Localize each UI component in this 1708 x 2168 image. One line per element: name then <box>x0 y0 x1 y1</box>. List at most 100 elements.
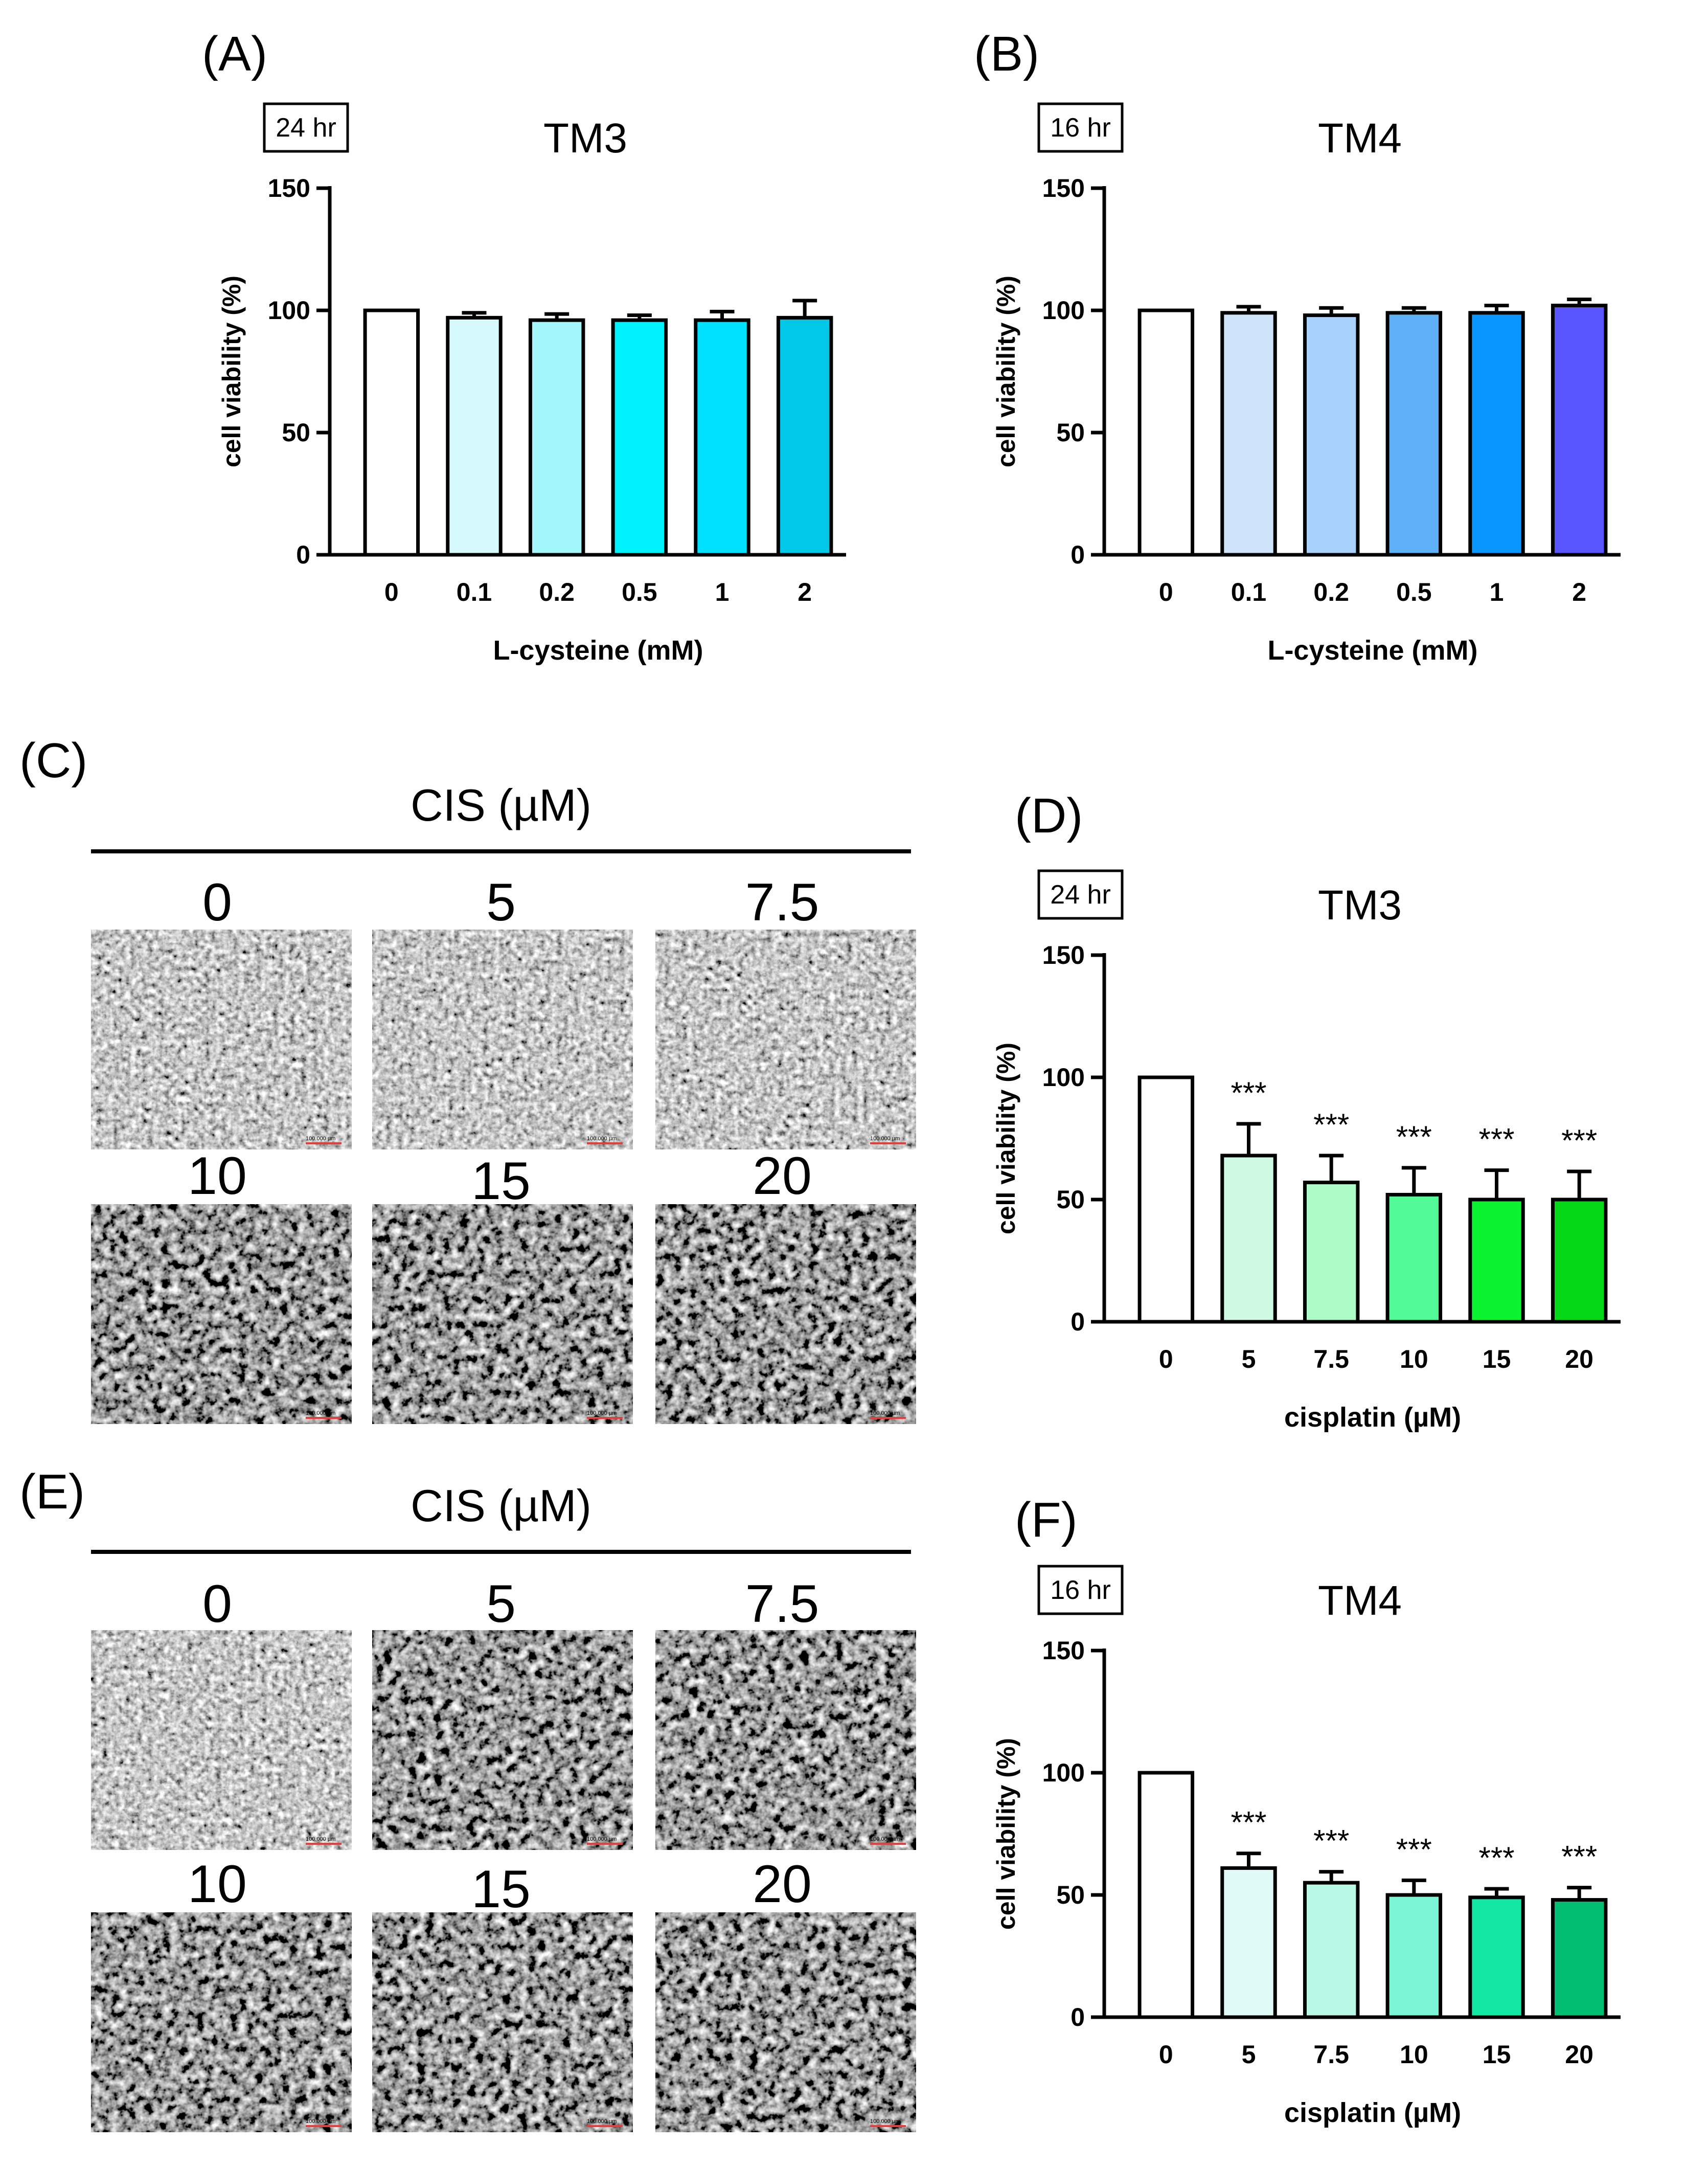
scale-bar-label: 100.000 µm <box>306 2118 335 2125</box>
dose-label: 15 <box>471 1151 531 1211</box>
time-label: 24 hr <box>276 113 336 143</box>
scale-bar-label: 100.000 µm <box>587 1836 617 1842</box>
bar <box>1385 1192 1443 1324</box>
bar <box>1303 313 1360 557</box>
y-tick-label: 100 <box>1042 1758 1085 1787</box>
significance-label: *** <box>1313 1824 1349 1858</box>
micrograph-image <box>372 1630 633 1850</box>
scale-bar-label: 100.000 µm <box>306 1410 335 1416</box>
chart-a-tm3-lcysteine: 0 50 100 150 0 0.1 0.2 0.5 1 2 cell viability (%) L… <box>217 102 846 666</box>
panel-label-a: (A) <box>202 27 267 81</box>
chart-b-tm4-lcysteine: 0 50 100 150 0 0.1 0.2 0.5 1 2 cell viability (%) L… <box>992 102 1621 666</box>
bar <box>1385 1893 1443 2019</box>
x-tick-label: 15 <box>1483 1345 1511 1373</box>
time-label-box <box>1037 869 1124 920</box>
bar <box>1220 1154 1277 1324</box>
dose-label: 5 <box>486 873 516 932</box>
significance-label: *** <box>1231 1805 1266 1840</box>
micrograph-header: CIS (µM) <box>411 780 591 830</box>
micrograph-group-e: CIS (µM) 0 5 7.5 10 15 20 100.000 µm 100… <box>91 1480 916 2132</box>
x-tick-label: 5 <box>1242 2040 1256 2069</box>
scale-bar-label: 100.000 µm <box>870 1836 900 1842</box>
x-tick-label: 20 <box>1565 1345 1593 1373</box>
bar <box>1468 311 1525 557</box>
dose-label: 20 <box>753 1146 812 1206</box>
y-axis-title: cell viability (%) <box>992 1738 1020 1930</box>
bar <box>1220 1866 1277 2019</box>
bar <box>776 315 833 557</box>
scale-bar-label: 100.000 µm <box>587 1136 617 1142</box>
x-tick-label: 0.2 <box>539 578 575 606</box>
y-tick-label: 0 <box>1071 2003 1085 2031</box>
dose-label: 0 <box>202 1574 232 1634</box>
dose-label: 20 <box>753 1855 812 1914</box>
dose-label: 0 <box>202 873 232 932</box>
x-tick-label: 10 <box>1400 2040 1428 2069</box>
bar <box>1137 1075 1195 1324</box>
x-tick-label: 10 <box>1400 1345 1428 1373</box>
micrograph-image <box>372 930 633 1149</box>
scale-bar-label: 100.000 µm <box>870 1410 900 1416</box>
bar <box>694 318 750 557</box>
x-tick-label: 20 <box>1565 2040 1593 2069</box>
time-label-box <box>1037 1565 1124 1615</box>
bar <box>611 318 668 557</box>
dose-label: 7.5 <box>745 873 819 932</box>
x-tick-label: 1 <box>715 578 730 606</box>
time-label-box <box>1037 102 1124 153</box>
dose-label: 5 <box>486 1574 516 1634</box>
scale-bars: 100.000 µm 100.000 µm 100.000 µm 100.000… <box>306 1836 906 2127</box>
bar <box>1385 311 1443 557</box>
bar <box>528 318 585 557</box>
dose-label: 15 <box>471 1860 531 1919</box>
time-label: 24 hr <box>1050 880 1111 910</box>
x-axis-title: cisplatin (µM) <box>1284 1402 1461 1433</box>
bar <box>363 308 420 557</box>
y-tick-label: 150 <box>1042 1636 1085 1665</box>
y-axis-title: cell viability (%) <box>217 276 246 467</box>
micrograph-image <box>655 1204 916 1424</box>
scale-bars: 100.000 µm 100.000 µm 100.000 µm 100.000… <box>306 1136 906 1419</box>
y-tick-label: 150 <box>268 174 310 202</box>
y-tick-label: 100 <box>1042 296 1085 325</box>
y-tick-label: 50 <box>1056 418 1085 447</box>
micrograph-image <box>91 1912 352 2132</box>
chart-title: TM4 <box>1318 115 1402 162</box>
chart-title: TM3 <box>543 115 627 162</box>
y-tick-label: 50 <box>1056 1185 1085 1214</box>
x-tick-label: 0 <box>1159 578 1173 606</box>
scale-bar-label: 100.000 µm <box>306 1836 335 1842</box>
x-tick-label: 15 <box>1483 2040 1511 2069</box>
x-axis-title: cisplatin (µM) <box>1284 2097 1461 2128</box>
y-tick-label: 50 <box>282 418 310 447</box>
x-tick-label: 0.5 <box>1396 578 1432 606</box>
bar <box>1468 1895 1525 2019</box>
micrograph-image <box>655 1912 916 2132</box>
x-tick-label: 1 <box>1490 578 1504 606</box>
x-tick-label: 2 <box>1572 578 1586 606</box>
bar <box>1137 308 1195 557</box>
panel-label-c: (C) <box>19 733 87 788</box>
bar <box>1220 311 1277 557</box>
y-tick-label: 0 <box>1071 540 1085 569</box>
chart-f-tm4-cisplatin: 0 50 100 150 0 5 *** 7.5 *** 10 *** 15 *** 20 *** cell … <box>992 1565 1621 2128</box>
x-tick-label: 2 <box>798 578 812 606</box>
bar <box>1551 1198 1608 1324</box>
dose-label: 7.5 <box>745 1574 819 1634</box>
chart-title: TM3 <box>1318 882 1402 929</box>
y-tick-label: 150 <box>1042 174 1085 202</box>
micrograph-image <box>91 1630 352 1850</box>
bar <box>446 315 503 557</box>
significance-label: *** <box>1231 1076 1266 1110</box>
scale-bar-label: 100.000 µm <box>587 2118 617 2125</box>
y-tick-label: 100 <box>1042 1063 1085 1092</box>
scale-bar-label: 100.000 µm <box>870 2118 900 2125</box>
significance-label: *** <box>1478 1841 1514 1875</box>
significance-label: *** <box>1313 1108 1349 1142</box>
panel-label-f: (F) <box>1015 1493 1078 1547</box>
chart-d-tm3-cisplatin: 0 50 100 150 0 5 *** 7.5 *** 10 *** 15 *** 20 *** cell … <box>992 869 1621 1433</box>
x-tick-label: 7.5 <box>1313 1345 1349 1373</box>
panel-label-b: (B) <box>974 27 1039 81</box>
time-label: 16 hr <box>1050 113 1111 143</box>
